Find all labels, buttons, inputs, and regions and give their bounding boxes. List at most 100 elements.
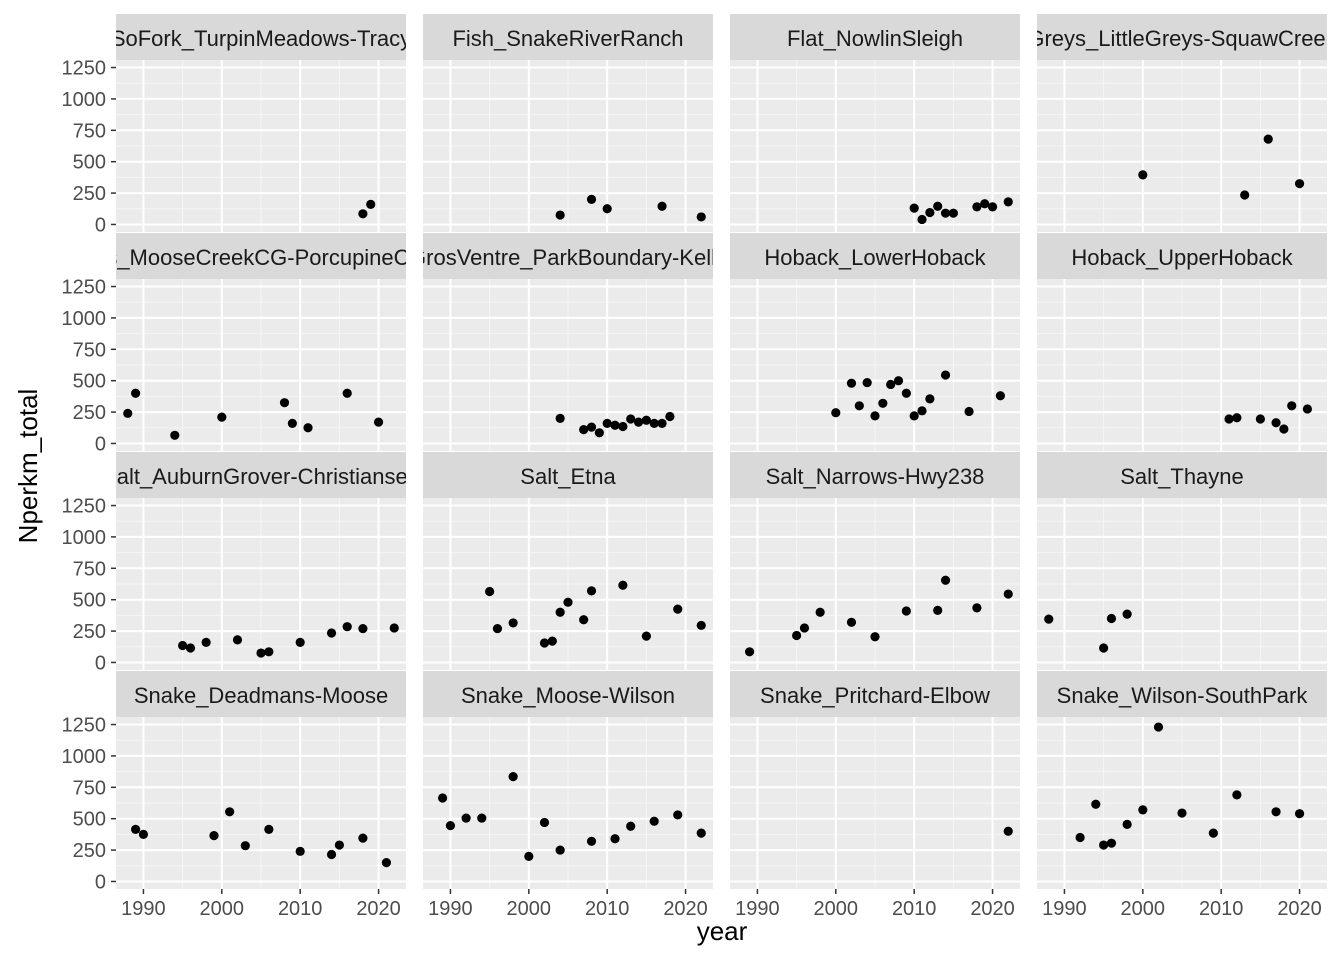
data-point — [358, 209, 368, 219]
y-tick-label: 0 — [95, 652, 106, 674]
x-tick-label: 2000 — [1121, 898, 1166, 920]
data-point — [461, 813, 471, 823]
data-point — [940, 370, 951, 380]
data-point — [1294, 809, 1305, 819]
facet-strip — [1037, 671, 1327, 717]
facet-strip — [1037, 14, 1327, 60]
data-point — [586, 586, 597, 596]
data-point — [602, 204, 612, 214]
data-point — [886, 379, 896, 390]
y-tick-label: 250 — [73, 840, 106, 862]
data-point — [610, 420, 620, 430]
data-point — [381, 858, 392, 868]
data-point — [1294, 179, 1305, 189]
data-point — [1122, 609, 1132, 619]
x-tick-label: 1990 — [121, 898, 166, 920]
data-point — [901, 388, 911, 398]
data-point — [909, 411, 919, 421]
data-point — [815, 607, 825, 617]
data-point — [649, 816, 659, 826]
data-point — [1044, 614, 1054, 624]
facet-panel: Hoback_LowerHoback — [730, 233, 1020, 451]
data-point — [846, 617, 857, 627]
data-point — [972, 202, 982, 212]
facet-strip-title: Snake_Wilson-SouthPark — [1057, 683, 1309, 708]
data-point — [618, 421, 628, 432]
x-tick-label: 2020 — [356, 898, 401, 920]
data-point — [256, 648, 266, 658]
data-point — [563, 597, 573, 607]
data-point — [696, 212, 706, 222]
data-point — [1153, 722, 1164, 732]
facet-panel: SoFork_TurpinMeadows-Tracy 0 250 500 750 1000… — [62, 14, 411, 236]
data-point — [744, 647, 755, 657]
data-point — [917, 214, 927, 225]
data-point — [1224, 414, 1234, 424]
data-point — [657, 418, 667, 428]
data-point — [1099, 643, 1109, 653]
data-point — [1106, 838, 1117, 848]
facet-strip — [116, 14, 406, 60]
facet-strip — [423, 671, 713, 717]
data-point — [1091, 799, 1101, 809]
data-point — [878, 398, 888, 408]
data-point — [555, 845, 565, 855]
data-point — [295, 637, 305, 647]
data-point — [862, 377, 872, 388]
y-tick-label: 250 — [73, 621, 106, 643]
facet-strip-title: SoFork_TurpinMeadows-Tracy — [111, 26, 411, 51]
x-tick-label: 2010 — [585, 898, 630, 920]
data-point — [539, 638, 550, 648]
x-tick-label: 2020 — [663, 898, 708, 920]
facet-panel: Greys_LittleGreys-SquawCreek — [1037, 14, 1327, 232]
facet-panel: Salt_AuburnGrover-Christiansen 0 250 500 750… — [62, 452, 406, 674]
data-point — [279, 398, 290, 408]
data-point — [295, 846, 305, 856]
data-point — [264, 647, 274, 657]
data-point — [696, 620, 706, 631]
y-tick-label: 1000 — [62, 89, 107, 111]
facet-strip — [423, 452, 713, 498]
x-tick-label: 2010 — [892, 898, 937, 920]
data-point — [1099, 840, 1109, 850]
data-point — [342, 388, 352, 398]
data-point — [1208, 828, 1218, 838]
facet-strip-title: Gros_MooseCreekCG-PorcupineCreek — [70, 245, 454, 270]
y-tick-label: 750 — [73, 558, 106, 580]
facet-panel: Salt_Narrows-Hwy238 — [730, 452, 1020, 670]
facet-strip — [423, 14, 713, 60]
data-point — [940, 575, 951, 585]
data-point — [342, 622, 352, 632]
data-point — [326, 628, 337, 638]
data-point — [586, 422, 597, 432]
facet-strip-title: Salt_Etna — [520, 464, 616, 489]
facet-strip-title: Salt_Thayne — [1120, 464, 1244, 489]
data-point — [555, 413, 565, 423]
y-tick-label: 1250 — [62, 715, 107, 737]
data-point — [1271, 807, 1281, 817]
data-point — [1287, 401, 1297, 411]
y-tick-label: 250 — [73, 183, 106, 205]
facet-strip-title: Hoback_UpperHoback — [1071, 245, 1293, 270]
facet-strip — [730, 671, 1020, 717]
data-point — [673, 810, 683, 820]
x-tick-label: 1990 — [735, 898, 780, 920]
data-point — [964, 406, 974, 417]
x-tick-label: 2010 — [1199, 898, 1244, 920]
data-point — [649, 418, 659, 428]
data-point — [389, 623, 399, 633]
facet-strip — [730, 233, 1020, 279]
facet-strip-title: Snake_Moose-Wilson — [461, 683, 675, 708]
data-point — [995, 391, 1006, 401]
y-tick-label: 1000 — [62, 527, 107, 549]
facet-strip — [1037, 452, 1327, 498]
data-point — [1255, 414, 1265, 424]
y-tick-label: 0 — [95, 433, 106, 455]
facet-panel: Snake_Deadmans-Moose 0 250 500 750 1000 1250 19… — [62, 671, 406, 920]
data-point — [130, 824, 141, 834]
data-point — [1075, 832, 1085, 843]
data-point — [610, 834, 620, 844]
data-point — [799, 623, 810, 633]
data-point — [209, 831, 219, 841]
